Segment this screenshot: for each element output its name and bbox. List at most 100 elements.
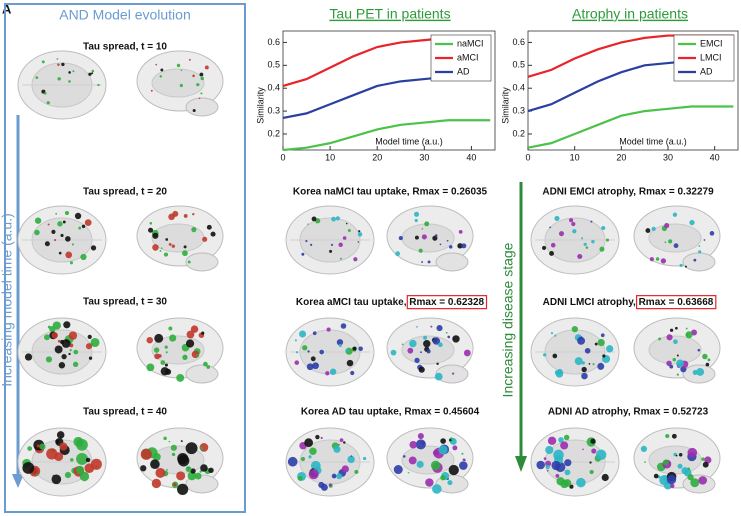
brain-node [71, 243, 74, 246]
brain-node [676, 359, 685, 368]
brain-node [307, 350, 310, 353]
brain-node [165, 351, 168, 354]
brain-node [395, 251, 401, 257]
brain-node [571, 325, 578, 333]
brain-node [664, 223, 670, 229]
brain-node [563, 434, 570, 441]
brain-node [432, 484, 442, 494]
brain-node [685, 331, 693, 339]
brain-node [54, 238, 57, 242]
brain-node [183, 213, 188, 218]
brain-node [447, 335, 451, 339]
brain-node [347, 228, 351, 233]
brain-node [91, 69, 95, 73]
brain-node [159, 75, 162, 78]
brain-node [430, 460, 441, 471]
brain-node [463, 349, 471, 357]
brain-node [310, 356, 316, 362]
brain-node [185, 466, 192, 473]
brain-node [687, 447, 698, 458]
brain-node [51, 474, 62, 485]
brain-node [597, 362, 605, 370]
brain-node [311, 216, 317, 222]
brain-node [545, 464, 550, 470]
brain-node [192, 212, 195, 216]
x-tick-label: 30 [419, 152, 429, 162]
brain-node [325, 371, 330, 376]
brain-node [64, 471, 72, 479]
brain-node [79, 471, 90, 482]
brain-node [417, 433, 424, 440]
brain-node [200, 92, 203, 95]
brain-node [592, 363, 595, 366]
brain-node [179, 83, 183, 88]
caption: Tau spread, t = 10 [83, 42, 167, 53]
highlight-box [635, 295, 717, 310]
caption-highlight: Rmax = 0.62328 [409, 297, 484, 308]
brain-node [164, 345, 168, 349]
brain-node [696, 368, 705, 376]
brain-node [160, 360, 166, 365]
brain-node [550, 332, 554, 335]
caption-text: Korea aMCI tau uptake, [296, 297, 407, 308]
brain-node [73, 349, 79, 355]
brain-node [448, 464, 459, 476]
brain-node [169, 334, 177, 342]
brain-node [341, 465, 349, 473]
brain-node [449, 438, 452, 442]
brain-node [210, 231, 216, 237]
brain-node [569, 484, 574, 489]
brain-node [171, 452, 176, 457]
brain-node [305, 239, 308, 243]
brain-node [342, 236, 347, 240]
brain-node [402, 455, 406, 458]
brain-node [664, 241, 667, 244]
brain-node [190, 325, 199, 333]
brain-node [439, 243, 442, 246]
brain-node [68, 352, 71, 356]
brain-node [308, 469, 319, 480]
brain-node [426, 349, 431, 354]
brain-node [56, 431, 65, 439]
brain-node [196, 353, 200, 358]
brain-node [146, 363, 155, 372]
brain-node [24, 353, 33, 361]
brain-node [605, 238, 610, 242]
brain-node [702, 353, 708, 360]
brain-node [180, 440, 183, 443]
brain-node [151, 478, 162, 489]
x-tick-label: 0 [525, 152, 530, 162]
brain-node [416, 325, 418, 328]
brain-node [590, 438, 596, 444]
series-line [527, 105, 734, 149]
brain-node [200, 464, 208, 472]
brain-node [560, 479, 569, 489]
brain-node [698, 245, 701, 247]
brain-node [669, 364, 674, 369]
x-tick-label: 40 [466, 152, 476, 162]
brain-node [206, 224, 212, 230]
brain-node [673, 339, 678, 345]
brain-node [651, 226, 656, 232]
brain-inner [648, 335, 702, 365]
brain-node [36, 473, 39, 476]
brain-node [152, 232, 159, 239]
brain-node [65, 236, 71, 242]
brain-node [164, 363, 168, 367]
brain-node [308, 455, 312, 459]
brain-node [43, 334, 50, 341]
brain-node [584, 347, 591, 354]
brain-node [640, 445, 648, 453]
brain-node [148, 227, 154, 233]
caption: Tau spread, t = 40 [83, 407, 167, 418]
brain-node [564, 469, 571, 476]
brain-node [452, 335, 460, 343]
brain-node [546, 469, 549, 472]
caption: ADNI LMCI atrophy, Rmax = 0.63668 [543, 297, 714, 308]
brain-node [81, 224, 86, 229]
brain-node [574, 357, 583, 366]
brain-node [554, 215, 560, 221]
brain-node [601, 226, 606, 231]
y-tick-label: 0.4 [512, 83, 525, 93]
cerebellum [185, 364, 219, 384]
